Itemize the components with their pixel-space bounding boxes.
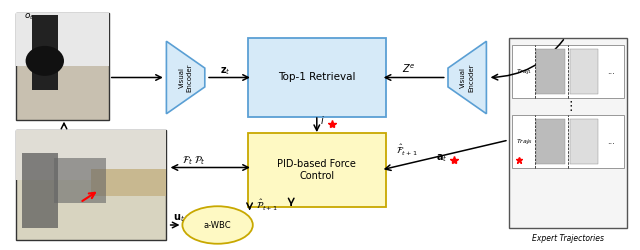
- Bar: [16, 12, 109, 66]
- FancyBboxPatch shape: [16, 130, 166, 240]
- FancyBboxPatch shape: [509, 38, 627, 228]
- Text: $Traj_N$: $Traj_N$: [516, 137, 533, 146]
- Bar: [22, 152, 58, 228]
- Text: $\hat{\mathcal{F}}_{t+1}$: $\hat{\mathcal{F}}_{t+1}$: [396, 143, 417, 158]
- Polygon shape: [448, 41, 486, 114]
- FancyBboxPatch shape: [248, 133, 386, 207]
- FancyBboxPatch shape: [248, 38, 386, 117]
- Text: ...: ...: [607, 67, 614, 76]
- Bar: [54, 158, 106, 202]
- Text: Visual
Encoder: Visual Encoder: [179, 63, 193, 92]
- FancyBboxPatch shape: [512, 115, 624, 168]
- Text: $Traj_1$: $Traj_1$: [516, 67, 532, 76]
- Text: ...: ...: [607, 137, 614, 146]
- Text: $\mathbf{z}_t$: $\mathbf{z}_t$: [220, 65, 231, 77]
- Bar: [570, 119, 598, 164]
- Text: $\mathbf{a}_t$: $\mathbf{a}_t$: [436, 152, 448, 164]
- Polygon shape: [166, 41, 205, 114]
- Text: $\it{o}_t$: $\it{o}_t$: [24, 12, 34, 22]
- FancyBboxPatch shape: [512, 45, 624, 98]
- Text: $i$: $i$: [320, 114, 324, 126]
- Text: Visual
Encoder: Visual Encoder: [460, 63, 474, 92]
- Text: $\vdots$: $\vdots$: [564, 99, 572, 113]
- Text: $\mathcal{F}_t\;\mathcal{P}_t$: $\mathcal{F}_t\;\mathcal{P}_t$: [182, 154, 206, 167]
- Text: Expert Trajectories: Expert Trajectories: [532, 234, 604, 243]
- Text: $\mathbf{u}_t$: $\mathbf{u}_t$: [173, 212, 185, 224]
- Bar: [536, 49, 565, 94]
- Ellipse shape: [26, 46, 64, 76]
- Text: $\hat{\mathcal{P}}_{t+1}$: $\hat{\mathcal{P}}_{t+1}$: [256, 198, 278, 213]
- Bar: [91, 168, 166, 196]
- FancyBboxPatch shape: [16, 12, 109, 120]
- Bar: [32, 15, 58, 90]
- Bar: [536, 119, 565, 164]
- Text: Top-1 Retrieval: Top-1 Retrieval: [278, 72, 356, 83]
- Bar: [16, 130, 166, 180]
- Text: $Z^e$: $Z^e$: [402, 62, 415, 75]
- Text: PID-based Force
Control: PID-based Force Control: [277, 159, 356, 181]
- Bar: [570, 49, 598, 94]
- Text: a-WBC: a-WBC: [204, 220, 232, 230]
- Ellipse shape: [182, 206, 253, 244]
